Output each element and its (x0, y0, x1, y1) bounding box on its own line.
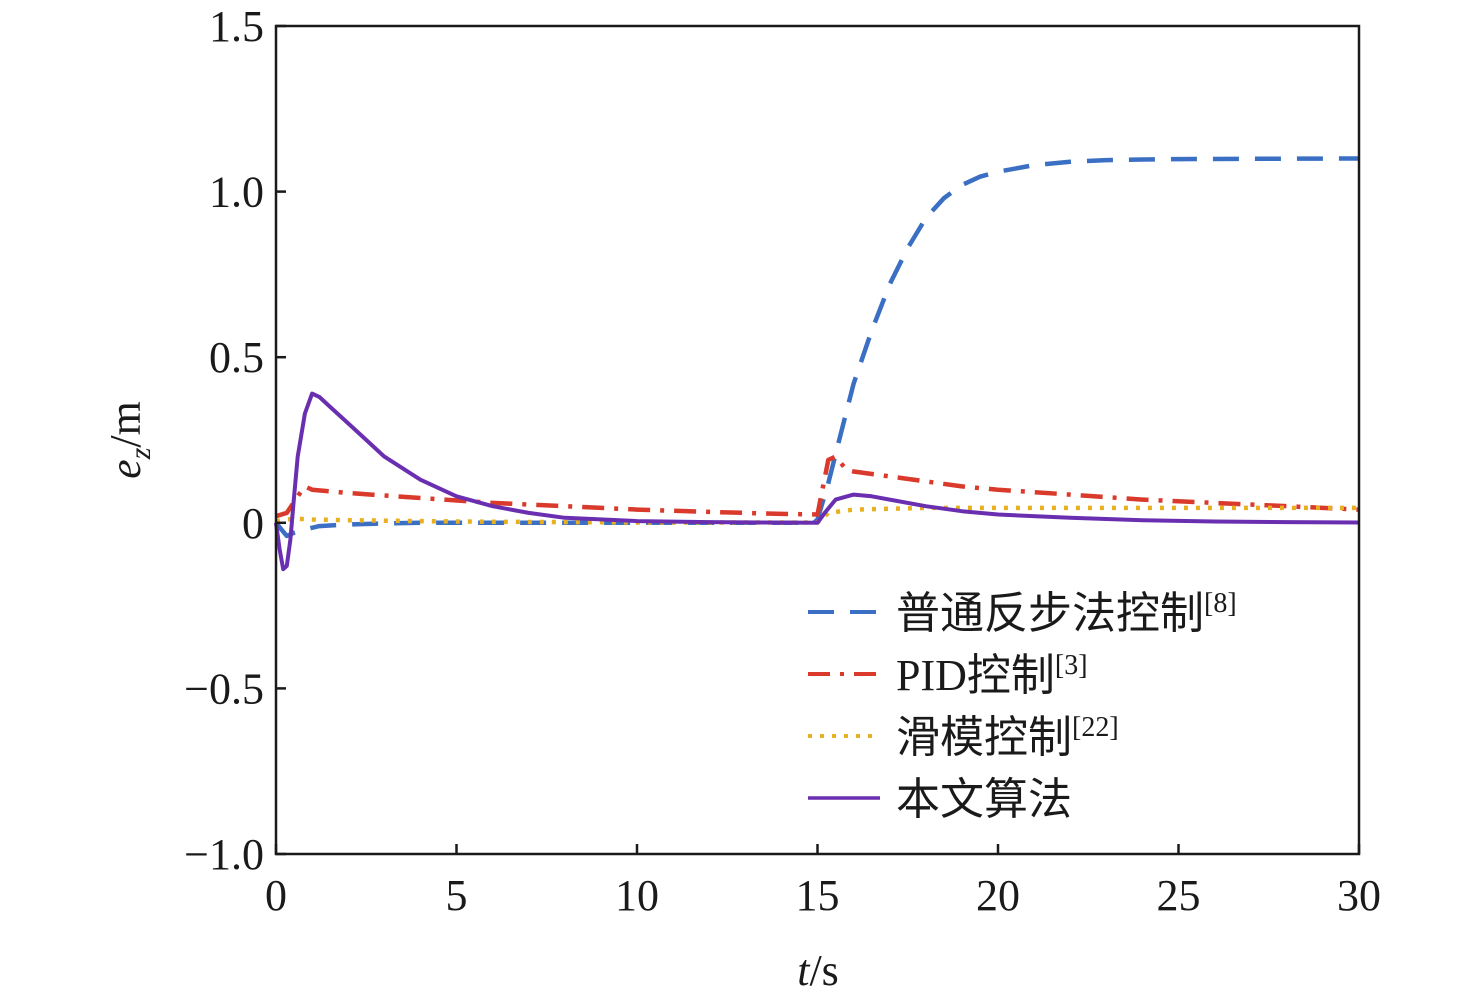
axis-ticks: 0 5 10 15 20 25 30 −1.0 −0.5 0 0.5 1.0 1.5 (184, 2, 1381, 920)
legend-label-3: 滑模控制[22] (896, 712, 1119, 762)
y-tick-label: −0.5 (184, 664, 264, 713)
x-tick-label: 0 (265, 871, 287, 920)
y-tick-label: 0.5 (209, 333, 264, 382)
y-tick-label: 1.0 (209, 168, 264, 217)
series-line-1 (274, 156, 1360, 539)
x-axis-label: t/s (797, 946, 839, 995)
y-tick-label: 0 (242, 499, 264, 548)
legend: 普通反步法控制[8] PID控制[3] 滑模控制[22] 本文算法 (808, 588, 1237, 824)
series-line-2 (275, 454, 1360, 519)
x-tick-label: 10 (615, 871, 659, 920)
x-tick-label: 30 (1337, 871, 1381, 920)
x-tick-label: 20 (976, 871, 1020, 920)
series-layer (274, 156, 1360, 572)
y-axis-label: ez/m (101, 401, 157, 479)
legend-label-2: PID控制[3] (896, 650, 1088, 700)
plot-frame (274, 24, 1361, 856)
x-tick-label: 25 (1157, 871, 1201, 920)
y-tick-label: −1.0 (184, 830, 264, 879)
series-line-4 (274, 391, 1360, 572)
x-tick-label: 5 (446, 871, 468, 920)
legend-label-4: 本文算法 (896, 775, 1072, 824)
y-tick-label: 1.5 (209, 2, 264, 51)
x-tick-label: 15 (796, 871, 840, 920)
legend-label-1: 普通反步法控制[8] (896, 588, 1237, 638)
